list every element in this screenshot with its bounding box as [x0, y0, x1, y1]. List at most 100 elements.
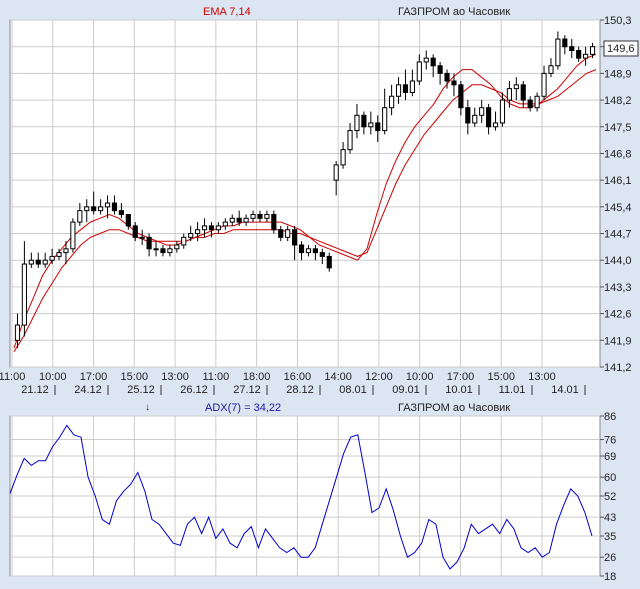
- candle-body: [583, 53, 589, 59]
- candle: [125, 213, 131, 230]
- candle: [423, 50, 429, 70]
- candle: [132, 222, 138, 242]
- date-tick-label: 21.12: [21, 384, 49, 396]
- candle: [361, 111, 367, 135]
- candle: [250, 210, 256, 223]
- candle-body: [506, 88, 512, 101]
- candle: [84, 199, 90, 223]
- candle-body: [77, 210, 83, 223]
- candle-body: [257, 213, 263, 219]
- candle-body: [354, 114, 360, 132]
- candle-body: [555, 38, 561, 67]
- candle-body: [492, 122, 499, 128]
- candle-body: [208, 225, 215, 231]
- candle: [548, 58, 554, 78]
- candle-body: [167, 248, 173, 254]
- candle-body: [104, 202, 111, 208]
- candle: [104, 195, 111, 219]
- time-tick-label: 14:00: [324, 371, 352, 383]
- price-chart[interactable]: 150,3 149,6 148,9 148,2 147,5 146,8 146,1 145,4…: [0, 0, 640, 398]
- date-tick-label: 27.12: [233, 384, 261, 396]
- price-y-tick-label: 148,9: [604, 68, 632, 80]
- price-y-tick-label: 143,3: [604, 282, 632, 294]
- date-tick-label: 25.12: [127, 384, 155, 396]
- candle: [354, 103, 360, 139]
- candle-body: [389, 95, 395, 109]
- candle-body: [312, 248, 318, 254]
- candle-body: [562, 38, 568, 48]
- time-tick-label: 11:00: [202, 371, 229, 383]
- candle-body: [541, 72, 547, 97]
- price-y-tick-label: 146,1: [604, 175, 632, 187]
- candle-body: [35, 259, 41, 265]
- last-price-value: 149,6: [607, 43, 635, 55]
- candle: [305, 244, 312, 257]
- adx-indicator-label: ADX(7) = 34,22: [205, 402, 282, 414]
- candle-body: [513, 84, 519, 90]
- candle-body: [444, 72, 450, 82]
- candle-body: [319, 252, 325, 257]
- candle: [569, 39, 575, 59]
- candle: [215, 222, 221, 234]
- candle-body: [139, 236, 145, 239]
- candle: [375, 115, 381, 143]
- candle-body: [548, 65, 554, 74]
- candle: [333, 161, 339, 196]
- candle-body: [132, 225, 138, 238]
- candle: [278, 225, 284, 242]
- candle-body: [458, 84, 464, 109]
- candle: [527, 96, 533, 112]
- candle: [534, 92, 540, 112]
- candle-body: [340, 149, 346, 166]
- price-y-tick-label: 150,3: [604, 15, 632, 27]
- candle: [285, 225, 291, 242]
- candle: [395, 77, 402, 104]
- candle: [111, 195, 118, 215]
- adx-y-tick-label: 43: [604, 512, 616, 524]
- candle-body: [333, 164, 339, 181]
- candle: [28, 252, 34, 268]
- candle: [472, 107, 478, 127]
- time-tick-label: 16:00: [284, 371, 312, 383]
- candle-body: [409, 80, 415, 93]
- top-panel-header: EMA 7,14 ГАЗПРОМ ао Часовик: [0, 0, 640, 20]
- candle: [444, 69, 450, 89]
- bottom-panel-header: ↓ ADX(7) = 34,22 ГАЗПРОМ ао Часовик: [0, 398, 640, 416]
- candle-body: [527, 99, 533, 109]
- price-y-tick-label: 145,4: [604, 202, 632, 214]
- adx-instrument-label: ГАЗПРОМ ао Часовик: [398, 402, 511, 414]
- candle-body: [98, 206, 104, 212]
- last-price-marker: 149,6: [603, 40, 639, 57]
- candle-body: [21, 263, 27, 326]
- down-arrow-icon[interactable]: ↓: [145, 402, 150, 413]
- date-tick-label: 09.01: [392, 384, 420, 396]
- candle-body: [416, 61, 422, 82]
- price-y-tick-label: 141,9: [604, 335, 632, 347]
- ema-indicator-label: EMA 7,14: [203, 6, 251, 18]
- candle: [576, 46, 582, 62]
- candle-body: [520, 84, 526, 101]
- candle: [98, 199, 104, 215]
- candle: [181, 233, 187, 249]
- time-tick-label: 12:00: [365, 371, 393, 383]
- time-tick-label: 17:00: [447, 371, 475, 383]
- candle: [153, 241, 159, 257]
- candle-body: [402, 84, 409, 93]
- adx-y-tick-label: 60: [604, 472, 616, 484]
- candle-body: [375, 122, 381, 132]
- time-tick-label: 15:00: [487, 371, 515, 383]
- candles: [14, 31, 596, 348]
- candle: [437, 61, 443, 85]
- candle: [35, 252, 41, 268]
- price-y-axis: 150,3 149,6 148,9 148,2 147,5 146,8 146,1 145,4…: [600, 15, 632, 374]
- candle: [486, 103, 492, 135]
- time-tick-label: 18:00: [243, 371, 271, 383]
- candle: [298, 241, 305, 261]
- candle-body: [250, 213, 256, 219]
- candle: [42, 252, 48, 268]
- candle-body: [368, 122, 374, 128]
- candle: [188, 225, 194, 242]
- candle-body: [292, 229, 298, 246]
- price-y-tick-label: 148,2: [604, 95, 632, 107]
